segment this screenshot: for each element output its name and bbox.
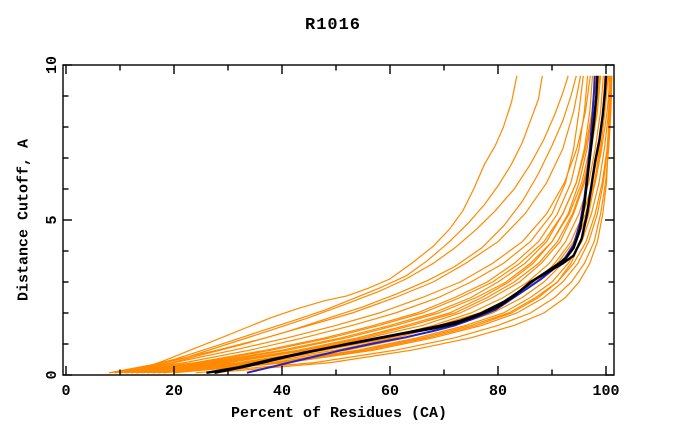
series-model-03: [119, 75, 594, 374]
series-model-04: [125, 75, 597, 374]
x-tick-label: 20: [165, 383, 183, 400]
series-model-13: [173, 75, 612, 374]
series-model-16: [109, 75, 582, 374]
series-model-14: [195, 75, 613, 374]
series-reference-2: [214, 75, 599, 374]
series-model-10: [119, 75, 596, 374]
series-model-22-outlier: [125, 75, 543, 372]
x-axis-label: Percent of Residues (CA): [230, 405, 448, 422]
y-tick-label: 0: [44, 370, 61, 379]
series-model-23-outlier: [130, 75, 569, 372]
x-tick-label: 40: [273, 383, 291, 400]
series-model-24-outlier: [141, 75, 577, 371]
chart-title: R1016: [304, 16, 362, 35]
y-tick-label: 5: [44, 215, 61, 224]
x-tick-label: 80: [489, 383, 507, 400]
series-reference-1: [206, 75, 608, 374]
x-tick-label: 100: [592, 383, 619, 400]
series-model-09: [152, 75, 612, 374]
series-model-02: [114, 75, 589, 374]
x-tick-label: 60: [381, 383, 399, 400]
series-model-20: [163, 75, 606, 374]
series-model-18: [125, 75, 599, 374]
x-tick-label: 0: [61, 383, 70, 400]
series-model-05: [130, 75, 601, 374]
series-group: [109, 75, 613, 374]
series-model-21-outlier: [136, 75, 518, 371]
series-model-17: [114, 75, 591, 374]
y-tick-label: 10: [44, 56, 61, 74]
series-model-15: [211, 75, 610, 374]
series-model-01: [109, 75, 584, 374]
series-model-08: [146, 75, 611, 374]
